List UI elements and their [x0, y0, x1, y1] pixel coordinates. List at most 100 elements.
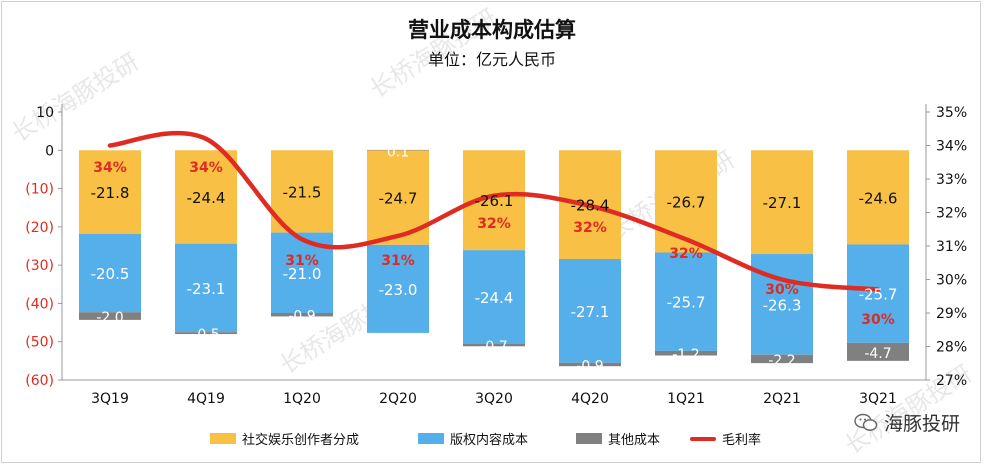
category-label: 3Q19 [91, 391, 129, 407]
right-tick-label: 30% [936, 273, 967, 289]
category-label: 1Q21 [667, 391, 705, 407]
legend-item-content-cost: 版权内容成本 [418, 429, 528, 448]
left-tick-label: (20) [25, 220, 54, 236]
right-tick-label: 34% [936, 139, 967, 155]
category-label: 3Q21 [859, 391, 897, 407]
bar-other-cost [367, 149, 429, 151]
gross-margin-line [107, 130, 881, 292]
bar-label-other-cost: -0.9 [576, 358, 603, 374]
left-tick-label: (30) [25, 258, 54, 274]
bar-content-cost [175, 243, 237, 333]
legend-swatch [210, 433, 236, 444]
gross-margin-label: 31% [285, 253, 319, 269]
bar-label-creator-share: -24.6 [859, 189, 898, 207]
legend-swatch [576, 433, 602, 444]
left-tick-label: (50) [25, 335, 54, 351]
right-tick-label: 31% [936, 239, 967, 255]
bar-other-cost [559, 362, 621, 367]
gross-margin-label: 31% [381, 253, 415, 269]
legend-label: 版权内容成本 [450, 433, 529, 448]
right-tick-label: 29% [936, 306, 967, 322]
legend-label: 毛利率 [722, 433, 762, 448]
bar-label-content-cost: -27.1 [571, 303, 610, 321]
bar-creator-share [79, 150, 141, 234]
bar-other-cost [463, 343, 525, 347]
legend-item-gross-margin: 毛利率 [690, 429, 761, 448]
bar-label-other-cost: -0.9 [288, 309, 315, 325]
gross-margin-label: 32% [477, 216, 511, 232]
bar-other-cost [847, 342, 909, 361]
bar-label-content-cost: -23.0 [379, 281, 418, 299]
bar-other-cost [175, 332, 237, 335]
bar-creator-share [175, 150, 237, 244]
bar-creator-share [751, 150, 813, 255]
bar-label-creator-share: -24.4 [187, 189, 226, 207]
bar-label-content-cost: -26.3 [763, 296, 802, 314]
bar-label-other-cost: -4.7 [864, 346, 891, 362]
left-tick-label: 10 [36, 105, 54, 121]
category-label: 2Q21 [763, 391, 801, 407]
legend-label: 社交娱乐创作者分成 [242, 433, 360, 448]
legend-label: 其他成本 [608, 433, 661, 448]
right-tick-label: 27% [936, 373, 967, 389]
legend-item-other-cost: 其他成本 [576, 429, 660, 448]
bar-label-other-cost: -2.0 [96, 310, 123, 326]
category-label: 4Q20 [571, 391, 609, 407]
gross-margin-label: 34% [93, 160, 127, 176]
gross-margin-label: 32% [573, 220, 607, 236]
category-label: 4Q19 [187, 391, 225, 407]
bar-label-content-cost: -25.7 [859, 286, 898, 304]
wechat-icon [854, 413, 878, 431]
category-label: 1Q20 [283, 391, 321, 407]
left-tick-label: 0 [45, 143, 54, 159]
bar-label-content-cost: -21.0 [283, 265, 322, 283]
bar-label-content-cost: -24.4 [475, 289, 514, 307]
left-tick-label: (10) [25, 182, 54, 198]
right-tick-label: 28% [936, 340, 967, 356]
bar-other-cost [751, 354, 813, 364]
bar-label-content-cost: -25.7 [667, 294, 706, 312]
bar-content-cost [559, 259, 621, 363]
bar-label-creator-share: -24.7 [379, 190, 418, 208]
legend: 社交娱乐创作者分成 版权内容成本 其他成本 毛利率 [0, 429, 984, 451]
bar-other-cost [79, 312, 141, 320]
bar-content-cost [655, 252, 717, 351]
bar-label-other-cost: -0.5 [192, 327, 219, 343]
bar-label-other-cost: -2.2 [768, 353, 795, 369]
bar-content-cost [847, 244, 909, 343]
bar-label-other-cost: 0.1 [387, 144, 409, 160]
bar-content-cost [463, 250, 525, 344]
bar-other-cost [271, 313, 333, 317]
bar-creator-share [271, 150, 333, 233]
left-tick-label: (40) [25, 296, 54, 312]
bar-label-creator-share: -26.1 [475, 192, 514, 210]
bar-label-creator-share: -27.1 [763, 194, 802, 212]
brand-name: 海豚投研 [883, 413, 960, 435]
bar-label-content-cost: -23.1 [187, 280, 226, 298]
right-tick-label: 32% [936, 206, 967, 222]
gross-margin-label: 30% [861, 312, 895, 328]
bar-creator-share [847, 150, 909, 245]
right-tick-label: 33% [936, 172, 967, 188]
bar-label-creator-share: -21.8 [91, 184, 130, 202]
bar-content-cost [79, 233, 141, 313]
gross-margin-label: 30% [765, 282, 799, 298]
left-tick-label: (60) [25, 373, 54, 389]
chart-subtitle: 单位：亿元人民币 [427, 50, 556, 69]
bar-label-other-cost: -0.7 [480, 339, 507, 355]
legend-swatch [418, 433, 444, 444]
category-label: 2Q20 [379, 391, 417, 407]
bar-other-cost [655, 350, 717, 356]
brand-badge: 海豚投研 [854, 409, 960, 436]
right-tick-label: 35% [936, 105, 967, 121]
bar-label-other-cost: -1.2 [672, 347, 699, 363]
gross-margin-label: 32% [669, 246, 703, 262]
bar-label-creator-share: -21.5 [283, 183, 322, 201]
bar-creator-share [655, 150, 717, 253]
category-label: 3Q20 [475, 391, 513, 407]
gross-margin-label: 34% [189, 160, 223, 176]
legend-swatch [690, 436, 716, 441]
chart-title: 营业成本构成估算 [408, 18, 576, 42]
